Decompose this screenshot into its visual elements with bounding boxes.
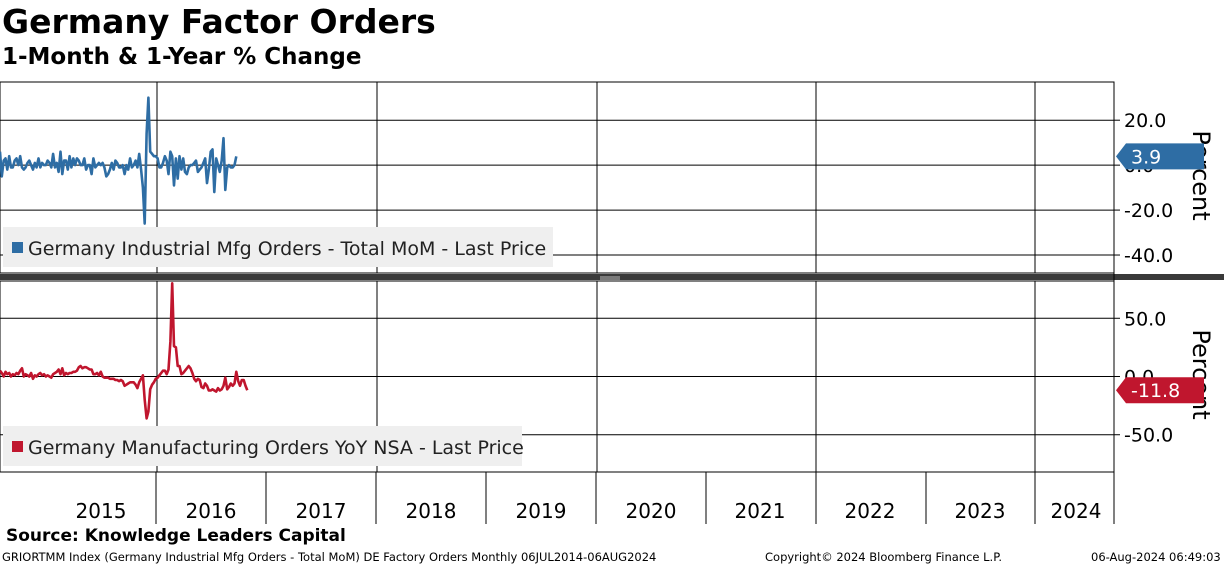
x-tick-label: 2024: [1051, 499, 1102, 523]
y-tick-label: -40.0: [1124, 245, 1173, 267]
x-tick-label: 2018: [406, 499, 457, 523]
y-tick-label: -50.0: [1124, 425, 1173, 447]
x-tick-label: 2023: [955, 499, 1006, 523]
x-tick-label: 2022: [845, 499, 896, 523]
legend-box: [3, 426, 522, 466]
footer-copyright: Copyright© 2024 Bloomberg Finance L.P.: [765, 550, 1002, 564]
chart-subtitle: 1-Month & 1-Year % Change: [2, 44, 362, 70]
legend-box: [3, 227, 553, 267]
y-axis-label: Percent: [1187, 329, 1215, 419]
x-tick-label: 2017: [296, 499, 347, 523]
last-value-tag: [1116, 377, 1204, 404]
last-value-label: 3.9: [1131, 146, 1161, 168]
x-tick-label: 2021: [735, 499, 786, 523]
x-tick-label: 2016: [186, 499, 237, 523]
series-line: [0, 96, 238, 225]
legend-swatch: [12, 441, 23, 452]
y-tick-label: -20.0: [1124, 200, 1173, 222]
y-tick-label: 50.0: [1124, 308, 1166, 330]
chart-title: Germany Factor Orders: [2, 2, 436, 41]
last-value-tag: [1116, 143, 1204, 170]
legend-label: Germany Industrial Mfg Orders - Total Mo…: [28, 238, 546, 260]
source-note: Source: Knowledge Leaders Capital: [6, 526, 346, 546]
legend-swatch: [12, 242, 23, 253]
legend-label: Germany Manufacturing Orders YoY NSA - L…: [28, 437, 524, 459]
footer-description: GRIORTMM Index (Germany Industrial Mfg O…: [2, 550, 657, 564]
y-tick-label: 20.0: [1124, 110, 1166, 132]
x-tick-label: 2020: [626, 499, 677, 523]
x-tick-label: 2015: [76, 499, 127, 523]
x-tick-label: 2019: [516, 499, 567, 523]
series-line: [0, 281, 249, 420]
footer-timestamp: 06-Aug-2024 06:49:03: [1091, 550, 1221, 564]
last-value-label: -11.8: [1131, 380, 1180, 402]
